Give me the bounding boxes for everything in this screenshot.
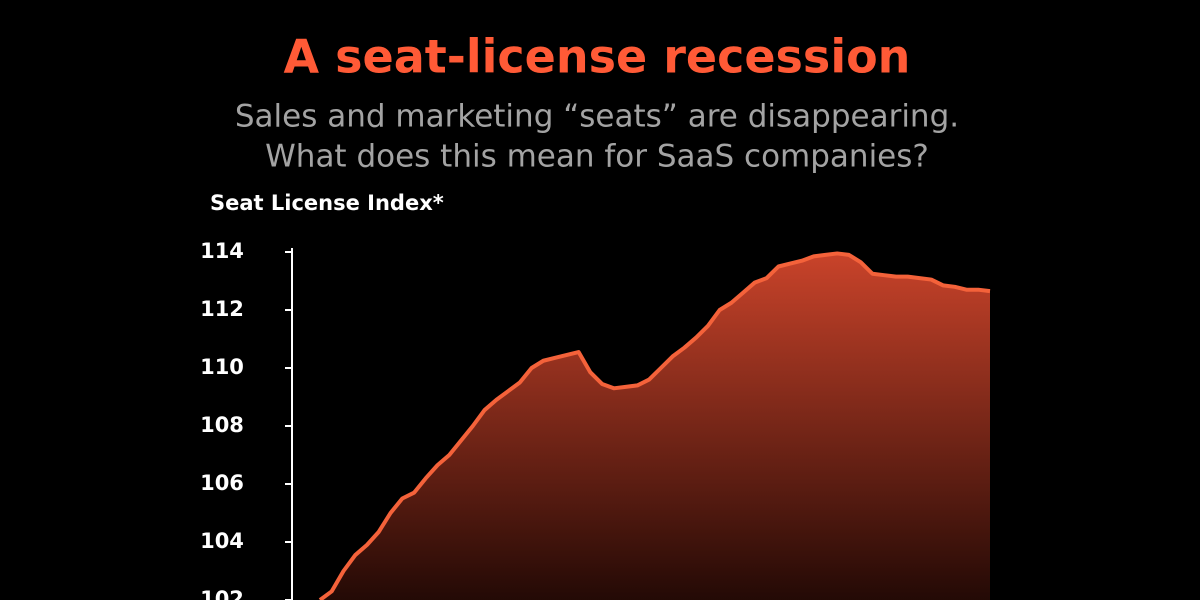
chart-title: A seat-license recession bbox=[284, 30, 911, 84]
y-tick-label: 110 bbox=[200, 355, 244, 379]
area bbox=[320, 253, 990, 600]
y-tick-label: 104 bbox=[200, 529, 244, 553]
y-tick-label: 114 bbox=[200, 239, 244, 263]
line bbox=[318, 251, 991, 600]
y-tick-label: 108 bbox=[200, 413, 244, 437]
y-axis-title: Seat License Index* bbox=[210, 191, 444, 215]
y-tick-label: 106 bbox=[200, 471, 244, 495]
subtitle: Sales and marketing “seats” are disappea… bbox=[235, 99, 959, 135]
y-tick-label: 102 bbox=[200, 587, 244, 600]
y-tick-label: 112 bbox=[200, 297, 244, 321]
subtitle: What does this mean for SaaS companies? bbox=[265, 139, 929, 175]
